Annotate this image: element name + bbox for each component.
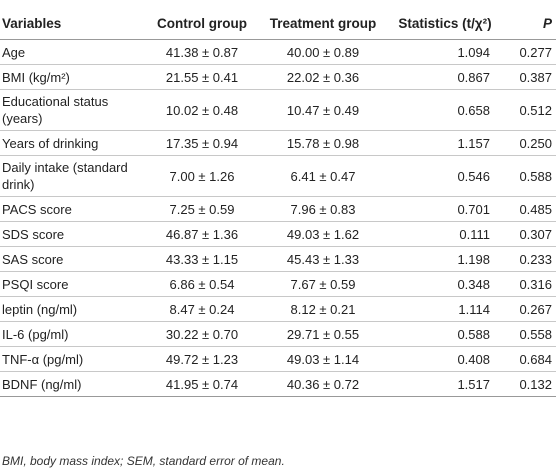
cell-variable: PSQI score bbox=[0, 271, 146, 297]
table-row: SDS score 46.87 ± 1.36 49.03 ± 1.62 0.11… bbox=[0, 221, 556, 247]
table-row: PSQI score 6.86 ± 0.54 7.67 ± 0.59 0.348… bbox=[0, 271, 556, 297]
cell-p-value: 0.132 bbox=[504, 371, 556, 397]
cell-control: 49.72 ± 1.23 bbox=[146, 346, 258, 372]
table-body: Age 41.38 ± 0.87 40.00 ± 0.89 1.094 0.27… bbox=[0, 39, 556, 397]
table-row: BMI (kg/m²) 21.55 ± 0.41 22.02 ± 0.36 0.… bbox=[0, 64, 556, 90]
cell-variable: SAS score bbox=[0, 246, 146, 272]
cell-variable: leptin (ng/ml) bbox=[0, 296, 146, 322]
cell-statistics: 0.546 bbox=[388, 155, 504, 197]
table-row: Age 41.38 ± 0.87 40.00 ± 0.89 1.094 0.27… bbox=[0, 39, 556, 65]
cell-treatment: 45.43 ± 1.33 bbox=[258, 246, 388, 272]
header-variables: Variables bbox=[0, 7, 146, 40]
cell-p-value: 0.316 bbox=[504, 271, 556, 297]
cell-variable: PACS score bbox=[0, 196, 146, 222]
cell-treatment: 29.71 ± 0.55 bbox=[258, 321, 388, 347]
cell-control: 30.22 ± 0.70 bbox=[146, 321, 258, 347]
cell-statistics: 0.588 bbox=[388, 321, 504, 347]
cell-control: 41.95 ± 0.74 bbox=[146, 371, 258, 397]
cell-p-value: 0.485 bbox=[504, 196, 556, 222]
cell-treatment: 49.03 ± 1.62 bbox=[258, 221, 388, 247]
table-row: SAS score 43.33 ± 1.15 45.43 ± 1.33 1.19… bbox=[0, 246, 556, 272]
cell-treatment: 10.47 ± 0.49 bbox=[258, 89, 388, 131]
cell-statistics: 0.658 bbox=[388, 89, 504, 131]
cell-treatment: 8.12 ± 0.21 bbox=[258, 296, 388, 322]
cell-statistics: 0.701 bbox=[388, 196, 504, 222]
cell-p-value: 0.684 bbox=[504, 346, 556, 372]
cell-variable: BDNF (ng/ml) bbox=[0, 371, 146, 397]
cell-p-value: 0.558 bbox=[504, 321, 556, 347]
cell-variable: IL-6 (pg/ml) bbox=[0, 321, 146, 347]
cell-control: 10.02 ± 0.48 bbox=[146, 89, 258, 131]
cell-control: 17.35 ± 0.94 bbox=[146, 130, 258, 156]
table-row: Daily intake (standard drink) 7.00 ± 1.2… bbox=[0, 155, 556, 197]
cell-statistics: 0.867 bbox=[388, 64, 504, 90]
cell-variable: Educational status (years) bbox=[0, 89, 146, 131]
cell-p-value: 0.267 bbox=[504, 296, 556, 322]
header-row: Variables Control group Treatment group … bbox=[0, 7, 556, 40]
cell-control: 7.00 ± 1.26 bbox=[146, 155, 258, 197]
cell-statistics: 0.408 bbox=[388, 346, 504, 372]
cell-variable: BMI (kg/m²) bbox=[0, 64, 146, 90]
header-control-group: Control group bbox=[146, 7, 258, 40]
table-row: leptin (ng/ml) 8.47 ± 0.24 8.12 ± 0.21 1… bbox=[0, 296, 556, 322]
cell-variable: Daily intake (standard drink) bbox=[0, 155, 146, 197]
cell-statistics: 1.198 bbox=[388, 246, 504, 272]
cell-treatment: 40.00 ± 0.89 bbox=[258, 39, 388, 65]
cell-treatment: 22.02 ± 0.36 bbox=[258, 64, 388, 90]
cell-p-value: 0.250 bbox=[504, 130, 556, 156]
cell-p-value: 0.307 bbox=[504, 221, 556, 247]
cell-variable: Age bbox=[0, 39, 146, 65]
cell-control: 8.47 ± 0.24 bbox=[146, 296, 258, 322]
table-header: Variables Control group Treatment group … bbox=[0, 7, 556, 40]
cell-statistics: 1.157 bbox=[388, 130, 504, 156]
cell-statistics: 0.348 bbox=[388, 271, 504, 297]
cell-p-value: 0.277 bbox=[504, 39, 556, 65]
table-row: IL-6 (pg/ml) 30.22 ± 0.70 29.71 ± 0.55 0… bbox=[0, 321, 556, 347]
table-row: Educational status (years) 10.02 ± 0.48 … bbox=[0, 89, 556, 131]
cell-variable: TNF-α (pg/ml) bbox=[0, 346, 146, 372]
header-treatment-group: Treatment group bbox=[258, 7, 388, 40]
header-p-value: P bbox=[504, 7, 556, 40]
table-row: Years of drinking 17.35 ± 0.94 15.78 ± 0… bbox=[0, 130, 556, 156]
cell-statistics: 1.517 bbox=[388, 371, 504, 397]
cell-p-value: 0.233 bbox=[504, 246, 556, 272]
cell-variable: Years of drinking bbox=[0, 130, 146, 156]
cell-control: 41.38 ± 0.87 bbox=[146, 39, 258, 65]
cell-control: 43.33 ± 1.15 bbox=[146, 246, 258, 272]
cell-treatment: 40.36 ± 0.72 bbox=[258, 371, 388, 397]
cell-control: 7.25 ± 0.59 bbox=[146, 196, 258, 222]
cell-p-value: 0.512 bbox=[504, 89, 556, 131]
comparison-table: Variables Control group Treatment group … bbox=[0, 7, 556, 397]
cell-treatment: 15.78 ± 0.98 bbox=[258, 130, 388, 156]
cell-variable: SDS score bbox=[0, 221, 146, 247]
cell-p-value: 0.588 bbox=[504, 155, 556, 197]
header-statistics: Statistics (t/χ²) bbox=[388, 7, 504, 40]
cell-treatment: 7.67 ± 0.59 bbox=[258, 271, 388, 297]
table-row: TNF-α (pg/ml) 49.72 ± 1.23 49.03 ± 1.14 … bbox=[0, 346, 556, 372]
table-row: PACS score 7.25 ± 0.59 7.96 ± 0.83 0.701… bbox=[0, 196, 556, 222]
cell-statistics: 0.111 bbox=[388, 221, 504, 247]
cell-statistics: 1.094 bbox=[388, 39, 504, 65]
cell-control: 21.55 ± 0.41 bbox=[146, 64, 258, 90]
cell-treatment: 49.03 ± 1.14 bbox=[258, 346, 388, 372]
table-footnote: BMI, body mass index; SEM, standard erro… bbox=[2, 454, 285, 468]
cell-statistics: 1.114 bbox=[388, 296, 504, 322]
cell-control: 46.87 ± 1.36 bbox=[146, 221, 258, 247]
table-row: BDNF (ng/ml) 41.95 ± 0.74 40.36 ± 0.72 1… bbox=[0, 371, 556, 397]
cell-control: 6.86 ± 0.54 bbox=[146, 271, 258, 297]
cell-treatment: 7.96 ± 0.83 bbox=[258, 196, 388, 222]
cell-p-value: 0.387 bbox=[504, 64, 556, 90]
cell-treatment: 6.41 ± 0.47 bbox=[258, 155, 388, 197]
